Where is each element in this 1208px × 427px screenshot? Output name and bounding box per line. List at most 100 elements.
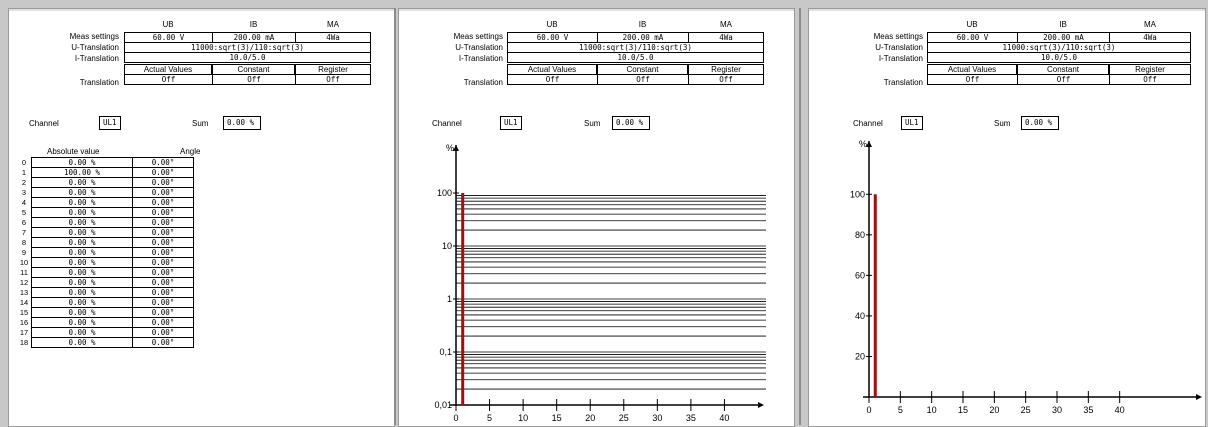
sum-label: Sum — [192, 119, 209, 128]
x-tick-label: 25 — [619, 413, 629, 423]
harmonic-order: 12 — [19, 277, 29, 287]
table-row: 15 0.00 % 0.00° — [17, 307, 194, 318]
trans-header-register: Register — [295, 64, 371, 74]
harmonic-abs-value: 0.00 % — [31, 267, 133, 278]
harmonic-angle: 0.00° — [132, 167, 194, 178]
translation-register-value[interactable]: Off — [688, 74, 764, 85]
y-axis-arrow — [453, 145, 459, 151]
harmonic-angle: 0.00° — [132, 227, 194, 238]
harmonic-order: 17 — [19, 327, 29, 337]
harmonic-order: 7 — [21, 227, 27, 237]
channel-field[interactable]: UL1 — [99, 116, 121, 130]
harmonic-angle: 0.00° — [132, 297, 194, 308]
harmonic-order: 11 — [20, 267, 28, 277]
harmonic-order: 15 — [19, 307, 29, 317]
table-row: 0 0.00 % 0.00° — [17, 157, 194, 168]
channel-field[interactable]: UL1 — [901, 116, 923, 130]
harmonic-bar — [873, 194, 877, 397]
x-tick-label: 20 — [585, 413, 595, 423]
sum-field[interactable]: 0.00 % — [223, 116, 261, 130]
y-axis-label: % — [859, 139, 867, 149]
trans-header-constant: Constant — [212, 64, 295, 74]
harmonic-order: 4 — [21, 197, 27, 207]
harmonic-order: 14 — [19, 297, 29, 307]
trans-header-actual: Actual Values — [927, 64, 1017, 74]
x-tick-label: 5 — [898, 405, 903, 415]
harmonic-angle: 0.00° — [132, 287, 194, 298]
x-tick-label: 10 — [518, 413, 528, 423]
y-axis-label: % — [446, 143, 454, 153]
harmonic-order: 2 — [21, 177, 27, 187]
channel-label: Channel — [853, 119, 883, 128]
x-tick-label: 15 — [958, 405, 968, 415]
u-translation-label: U-Translation — [875, 43, 923, 52]
sum-field[interactable]: 0.00 % — [1021, 116, 1059, 130]
x-tick-label: 40 — [719, 413, 729, 423]
trans-header-constant: Constant — [1017, 64, 1109, 74]
table-row: 7 0.00 % 0.00° — [17, 227, 194, 238]
panel-divider[interactable] — [394, 8, 396, 425]
sum-field[interactable]: 0.00 % — [612, 116, 650, 130]
harmonic-angle: 0.00° — [132, 217, 194, 228]
table-row: 1 100.00 % 0.00° — [17, 167, 194, 178]
table-row: 17 0.00 % 0.00° — [17, 327, 194, 338]
harmonics-table: 0 0.00 % 0.00° 1 100.00 % 0.00° 2 0.00 % 0.00° 3 0… — [17, 157, 194, 348]
col-header-ma: MA — [720, 20, 732, 29]
harmonic-angle: 0.00° — [132, 257, 194, 268]
harmonic-angle: 0.00° — [132, 327, 194, 338]
col-header-ib: IB — [249, 20, 258, 29]
y-tick-label: 20 — [855, 351, 865, 361]
harmonic-angle: 0.00° — [132, 197, 194, 208]
i-translation-value[interactable]: 10.0/5.0 — [507, 52, 764, 63]
translation-actual-value[interactable]: Off — [124, 74, 213, 85]
y-tick-label: 10 — [442, 241, 452, 251]
table-row: 5 0.00 % 0.00° — [17, 207, 194, 218]
translation-label: Translation — [79, 78, 119, 87]
translation-label: Translation — [883, 78, 923, 87]
log-spectrum-chart: % 0,01 0,1 1 10 100 0 5 10 15 20 25 30 35 40 — [434, 143, 766, 423]
x-tick-label: 35 — [1083, 405, 1093, 415]
y-tick-label: 0,1 — [439, 347, 452, 357]
harmonic-angle: 0.00° — [132, 277, 194, 288]
harmonic-angle: 0.00° — [132, 337, 194, 348]
i-translation-value[interactable]: 10.0/5.0 — [124, 52, 371, 63]
harmonics-table-panel: UB IB MA Meas settings 60.00 V 200.00 mA… — [8, 8, 395, 427]
y-tick-label: 40 — [855, 311, 865, 321]
harmonic-abs-value: 0.00 % — [31, 177, 133, 188]
col-header-ub: UB — [546, 20, 558, 29]
harmonic-order: 1 — [21, 167, 27, 177]
table-row: 13 0.00 % 0.00° — [17, 287, 194, 298]
harmonic-order: 13 — [19, 287, 29, 297]
translation-constant-value[interactable]: Off — [212, 74, 296, 85]
sum-label: Sum — [994, 119, 1011, 128]
y-tick-label: 1 — [447, 294, 452, 304]
trans-header-constant: Constant — [597, 64, 688, 74]
trans-header-actual: Actual Values — [507, 64, 597, 74]
log-chart-panel: UB IB MA Meas settings 60.00 V 200.00 mA… — [398, 8, 795, 427]
harmonic-abs-value: 0.00 % — [31, 307, 133, 318]
y-tick-label: 0,01 — [434, 400, 452, 410]
channel-label: Channel — [432, 119, 462, 128]
trans-header-register: Register — [1109, 64, 1191, 74]
meas-settings-label: Meas settings — [453, 32, 503, 41]
y-tick-label: 100 — [850, 189, 865, 199]
y-tick-label: 100 — [437, 188, 452, 198]
linear-spectrum-chart: % 20 40 60 80 100 0 5 10 15 20 25 30 35 40 — [850, 139, 1202, 415]
col-header-ma: MA — [327, 20, 339, 29]
table-row: 16 0.00 % 0.00° — [17, 317, 194, 328]
x-tick-label: 10 — [927, 405, 937, 415]
abs-value-header: Absolute value — [47, 147, 100, 156]
linear-chart-panel: UB IB MA Meas settings 60.00 V 200.00 mA… — [808, 8, 1206, 427]
translation-register-value[interactable]: Off — [1109, 74, 1191, 85]
x-tick-label: 0 — [453, 413, 458, 423]
harmonic-abs-value: 0.00 % — [31, 327, 133, 338]
channel-field[interactable]: UL1 — [500, 116, 522, 130]
i-translation-value[interactable]: 10.0/5.0 — [927, 52, 1191, 63]
harmonic-abs-value: 0.00 % — [31, 227, 133, 238]
translation-register-value[interactable]: Off — [295, 74, 371, 85]
panel-divider[interactable] — [799, 8, 801, 425]
col-header-ma: MA — [1144, 20, 1156, 29]
col-header-ub: UB — [966, 20, 978, 29]
i-translation-label: I-Translation — [74, 54, 119, 63]
table-row: 4 0.00 % 0.00° — [17, 197, 194, 208]
